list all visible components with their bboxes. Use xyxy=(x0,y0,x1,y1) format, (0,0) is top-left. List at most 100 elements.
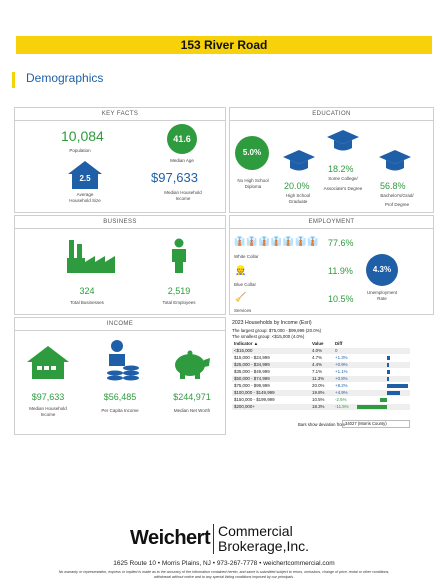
disclaimer-line-1: No warranty or representation, express o… xyxy=(58,570,390,574)
hs-grad-value: 20.0% xyxy=(284,181,310,191)
footer-disclaimer: No warranty or representation, express o… xyxy=(24,570,424,579)
median-age-label: Median Age xyxy=(170,158,194,163)
services-label: Services xyxy=(234,308,252,313)
hbi-compare-select[interactable]: 34027 (Morris County) xyxy=(342,420,410,428)
unemployment-label-1: Unemployment xyxy=(366,290,398,295)
hbi-title: 2023 Households by Income (Esri) xyxy=(232,320,312,326)
logo-divider xyxy=(213,524,214,554)
bachelor-value: 56.8% xyxy=(380,181,406,191)
per-capita-label: Per Capita Income xyxy=(101,408,139,413)
median-income-value: $97,633 xyxy=(151,170,198,185)
briefcase-icon: 👔 xyxy=(246,236,259,246)
median-age-circle: 41.6 xyxy=(167,124,197,154)
graduation-cap-icon xyxy=(379,150,411,171)
briefcase-icon: 👔 xyxy=(270,236,283,246)
footer-address: 1625 Route 10 • Morris Plains, NJ • 973-… xyxy=(113,560,335,567)
house-icon xyxy=(27,346,69,379)
hbi-indicator: $100,000 - $149,999 xyxy=(234,390,275,395)
education-header: EDUCATION xyxy=(230,108,433,121)
median-household-value: $97,633 xyxy=(31,392,65,402)
briefcase-icon: 👔 xyxy=(307,236,320,246)
business-header: BUSINESS xyxy=(15,216,225,229)
hbi-diff: +1.1% xyxy=(335,369,348,374)
key-facts-panel: KEY FACTS 10,084 Population 41.6 Median … xyxy=(14,107,226,213)
hbi-value: 18.3% xyxy=(312,404,325,409)
piggy-bank-icon xyxy=(175,350,210,379)
hbi-diff: +0.9% xyxy=(335,362,348,367)
hbi-col-value[interactable]: Value xyxy=(312,341,324,346)
coin-stack-icon xyxy=(107,340,139,381)
hbi-diff: +0.8% xyxy=(335,376,348,381)
hbi-deviation-bar xyxy=(357,405,387,409)
hbi-header-row: Indicator ▲ Value Diff xyxy=(232,341,410,347)
table-row: $100,000 - $149,999 19.8% +4.9% xyxy=(232,390,410,396)
briefcase-icon: 👔 xyxy=(295,236,308,246)
total-businesses-value: 324 xyxy=(79,286,95,296)
hbi-indicator: $75,000 - $99,999 xyxy=(234,383,270,388)
employment-header: EMPLOYMENT xyxy=(230,216,433,229)
factory-icon xyxy=(67,240,115,273)
hbi-diff: -2.6% xyxy=(335,397,347,402)
hbi-deviation-bar xyxy=(387,363,390,367)
services-icon: 🧹 xyxy=(235,292,247,302)
hbi-col-indicator[interactable]: Indicator ▲ xyxy=(234,341,259,346)
blue-collar-label: Blue Collar xyxy=(234,282,257,287)
unemployment-label-2: Rate xyxy=(377,296,387,301)
graduation-cap-icon xyxy=(283,150,315,171)
hbi-diff: +1.3% xyxy=(335,355,348,360)
briefcase-icon: 👔 xyxy=(282,236,296,246)
hbi-diff: +4.9% xyxy=(335,390,348,395)
worker-icon: 👷 xyxy=(235,265,247,275)
hbi-deviation-bar xyxy=(387,384,409,388)
bachelor-label-2: Prof Degree xyxy=(384,202,410,207)
hbi-diff: 0 xyxy=(335,348,338,353)
brand-logo: Weichert xyxy=(130,527,211,549)
hbi-deviation-bar xyxy=(387,391,400,395)
property-title: 153 River Road xyxy=(16,36,432,54)
briefcase-icon: 👔 xyxy=(258,236,271,246)
hbi-diff: +8.2% xyxy=(335,383,348,388)
key-facts-header: KEY FACTS xyxy=(15,108,225,121)
population-value: 10,084 xyxy=(61,128,104,144)
hbi-smallest: The smallest group: <$15,000 (4.0%) xyxy=(232,334,305,339)
section-title: Demographics xyxy=(26,71,104,85)
net-worth-label: Median Net Worth xyxy=(173,408,211,413)
household-size-label-2: Household Size xyxy=(69,198,101,203)
white-collar-icons: 👔👔👔👔👔👔👔 xyxy=(234,236,320,247)
unemployment-value: 4.3% xyxy=(372,265,392,274)
education-panel: EDUCATION 5.0% No High School Diploma 20… xyxy=(229,107,434,213)
hbi-value: 4.4% xyxy=(312,362,323,367)
household-size-label-1: Average xyxy=(76,192,94,197)
bachelor-label-1: Bachelor's/Grad/ xyxy=(380,193,414,198)
unemployment-circle: 4.3% xyxy=(366,254,398,286)
business-panel: BUSINESS 324 Total Businesses 2,519 Tota… xyxy=(14,215,226,315)
hbi-indicator: $150,000 - $199,999 xyxy=(234,397,275,402)
hbi-value: 19.8% xyxy=(312,390,325,395)
hbi-diff: -11.5% xyxy=(335,404,349,409)
per-capita-value: $56,485 xyxy=(103,392,137,402)
total-employees-value: 2,519 xyxy=(167,286,191,296)
hbi-value: 20.0% xyxy=(312,383,325,388)
table-row: <$15,000 4.0% 0 xyxy=(232,348,410,354)
white-collar-value: 77.6% xyxy=(328,238,354,248)
hbi-col-diff[interactable]: Diff xyxy=(335,341,343,346)
hbi-indicator: $50,000 - $74,999 xyxy=(234,376,270,381)
net-worth-value: $244,971 xyxy=(173,392,211,402)
table-row: $50,000 - $74,999 11.3% +0.8% xyxy=(232,376,410,382)
hbi-deviation-bar xyxy=(380,398,387,402)
hbi-indicator: $35,000 - $49,999 xyxy=(234,369,270,374)
brand-subtitle: Commercial Brokerage,Inc. xyxy=(218,524,309,554)
disclaimer-line-2: withdrawal without notice and to any spe… xyxy=(153,574,295,579)
hbi-indicator: $200,000+ xyxy=(234,404,255,409)
hbi-value: 10.5% xyxy=(312,397,325,402)
hbi-deviation-bar xyxy=(387,356,391,360)
table-row: $200,000+ 18.3% -11.5% xyxy=(232,404,410,410)
no-hs-circle: 5.0% xyxy=(235,136,269,170)
median-income-label-2: Income xyxy=(175,196,191,201)
blue-collar-value: 11.9% xyxy=(328,266,353,276)
hbi-indicator: <$15,000 xyxy=(234,348,253,353)
section-marker xyxy=(12,72,15,88)
hbi-value: 4.7% xyxy=(312,355,323,360)
no-hs-value: 5.0% xyxy=(242,148,262,157)
total-businesses-label: Total Businesses xyxy=(70,300,104,305)
